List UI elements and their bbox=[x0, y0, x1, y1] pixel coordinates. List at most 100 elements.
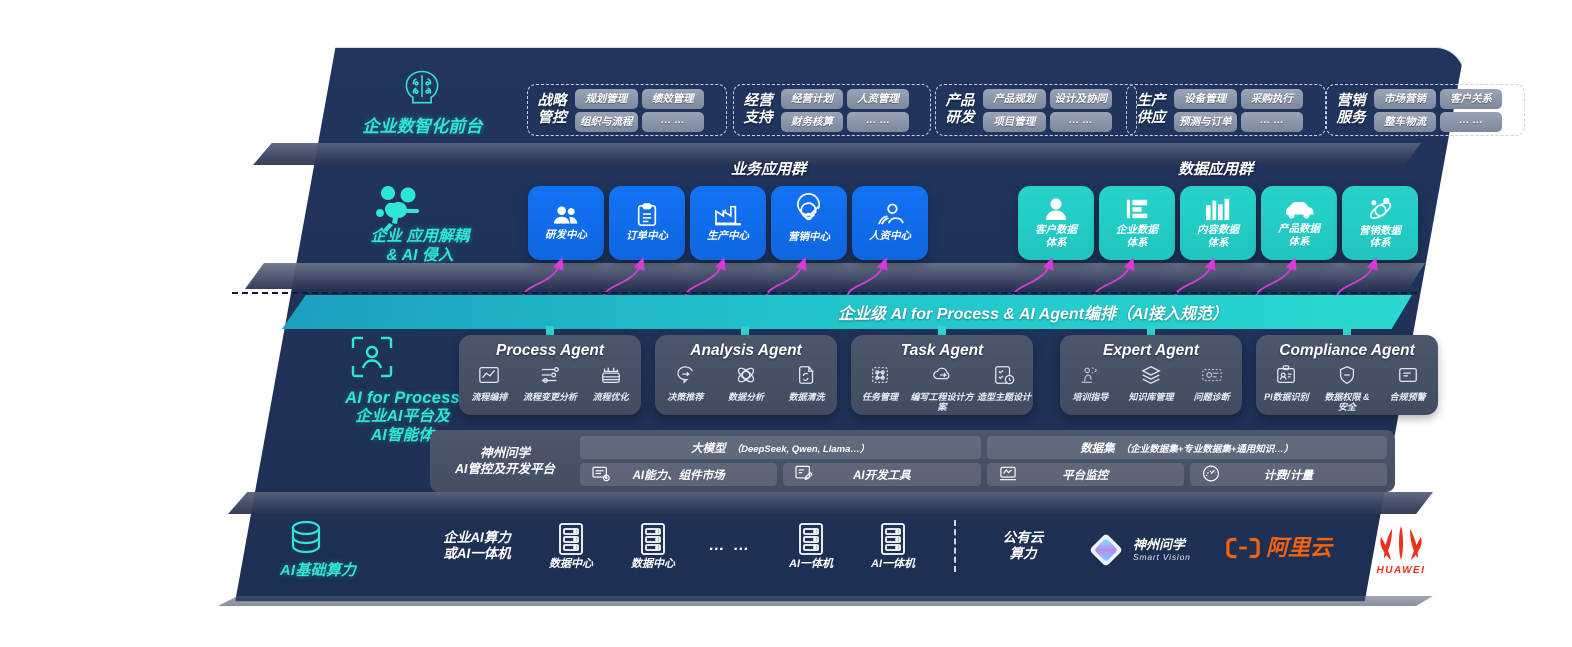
atom-small-icon bbox=[737, 367, 755, 383]
domain-chip[interactable]: 经营计划 bbox=[781, 88, 843, 109]
agent-item[interactable]: 流程优化 bbox=[582, 364, 640, 402]
agent-name: Expert Agent bbox=[1103, 342, 1199, 359]
tier1-icon bbox=[400, 66, 444, 110]
agent-item[interactable]: 数据分析 bbox=[717, 364, 775, 402]
domain-chip[interactable]: 人资管理 bbox=[847, 88, 909, 109]
domain-group-0[interactable]: 战略 管控 规划管理 绩效管理 组织与流程 … … bbox=[527, 84, 727, 136]
platform-cell-sub: （DeepSeek, Qwen, Llama…） bbox=[731, 443, 870, 455]
platform-cell-models[interactable]: 大模型 （DeepSeek, Qwen, Llama…） bbox=[580, 436, 981, 459]
agent-card-compliance[interactable]: Compliance Agent PI数据识别 数据权限 & 安全 bbox=[1256, 335, 1438, 415]
logo-huawei[interactable]: HUAWEI bbox=[1346, 524, 1456, 576]
platform-cell-billing[interactable]: 计费/计量 bbox=[1189, 463, 1387, 486]
domain-chip[interactable]: … … bbox=[1240, 111, 1303, 132]
app-card-hr[interactable]: 人资中心 bbox=[852, 186, 928, 260]
domain-chip[interactable]: 设计及协同 bbox=[1049, 88, 1112, 109]
agent-item[interactable]: 问题诊断 bbox=[1183, 364, 1241, 402]
agent-card-process[interactable]: Process Agent 流程编排 流程变更分析 bbox=[459, 335, 641, 415]
data-card-customer[interactable]: 客户数据 体系 bbox=[1018, 186, 1094, 260]
domain-chip[interactable]: … … bbox=[641, 111, 704, 132]
ai-banner-text: 企业级 AI for Process & AI Agent编排（AI接入规范） bbox=[838, 306, 1228, 323]
agent-item[interactable]: 合规预警 bbox=[1379, 364, 1437, 402]
domain-chip[interactable]: 项目管理 bbox=[983, 111, 1046, 132]
logo-aliyun[interactable]: 阿里云 bbox=[1226, 536, 1332, 560]
agent-item-label: 造型主题设计 bbox=[976, 392, 1031, 402]
agent-item[interactable]: 数据权限 & 安全 bbox=[1318, 364, 1376, 412]
domain-chip[interactable]: 绩效管理 bbox=[641, 88, 704, 109]
domain-chip[interactable]: 规划管理 bbox=[575, 88, 638, 109]
domain-chip[interactable]: … … bbox=[1440, 111, 1502, 132]
agent-item[interactable]: 流程变更分析 bbox=[521, 364, 579, 402]
infra-item-dc-1[interactable]: 数据中心 bbox=[526, 522, 616, 571]
domain-chip[interactable]: 整车物流 bbox=[1374, 111, 1436, 132]
domain-group-2[interactable]: 产品 研发 产品规划 设计及协同 项目管理 … … bbox=[935, 84, 1137, 136]
platform-cell-datasets[interactable]: 数据集 （企业数据集+专业数据集+通用知识…） bbox=[986, 436, 1387, 459]
agent-item[interactable]: 培训指导 bbox=[1061, 364, 1119, 402]
domain-chip[interactable]: 采购执行 bbox=[1240, 88, 1303, 109]
agent-item[interactable]: 决策推荐 bbox=[656, 364, 714, 402]
agent-item-label: 编写工程设计方案 bbox=[910, 392, 974, 413]
logo-shenzhou[interactable]: 神州问学 Smart Vision bbox=[1086, 530, 1191, 570]
domain-chip[interactable]: 客户关系 bbox=[1440, 88, 1502, 109]
app-card-label: 营销中心 bbox=[788, 230, 830, 243]
domain-chip[interactable]: 市场营销 bbox=[1374, 88, 1436, 109]
domain-chip[interactable]: … … bbox=[847, 111, 909, 132]
tier4-label: AI基础算力 bbox=[279, 562, 357, 579]
infra-item-ai-box-1[interactable]: AI一体机 bbox=[766, 522, 856, 571]
agent-item[interactable]: 流程编排 bbox=[460, 364, 518, 402]
target-icon bbox=[796, 192, 820, 221]
domain-chip[interactable]: 财务核算 bbox=[781, 111, 843, 132]
app-card-order[interactable]: 订单中心 bbox=[609, 186, 685, 260]
data-card-marketing[interactable]: 营销数据 体系 bbox=[1342, 186, 1418, 260]
agent-card-analysis[interactable]: Analysis Agent 决策推荐 数据分析 bbox=[655, 335, 837, 415]
agent-item-label: 问题诊断 bbox=[1193, 392, 1230, 402]
domain-chip[interactable]: 产品规划 bbox=[983, 88, 1046, 109]
agent-item[interactable]: 数据清洗 bbox=[778, 364, 836, 402]
agent-item-label: 合规预警 bbox=[1389, 392, 1426, 402]
huawei-logo-icon bbox=[1380, 526, 1422, 560]
platform-cell-market[interactable]: AI能力、组件市场 bbox=[580, 463, 778, 486]
app-card-marketing[interactable]: 营销中心 bbox=[771, 186, 847, 260]
tier2-label-line2: & AI 侵入 bbox=[386, 246, 454, 264]
data-card-product[interactable]: 产品数据 体系 bbox=[1261, 186, 1337, 260]
domain-chip[interactable]: 设备管理 bbox=[1174, 88, 1237, 109]
domain-chip[interactable]: … … bbox=[1049, 111, 1112, 132]
data-card-enterprise[interactable]: 企业数据 体系 bbox=[1099, 186, 1175, 260]
infra-item-ai-box-2[interactable]: AI一体机 bbox=[848, 522, 938, 571]
agent-item[interactable]: 任务管理 bbox=[851, 364, 909, 402]
app-card-research[interactable]: 研发中心 bbox=[528, 186, 604, 260]
domain-chips-3: 设备管理 采购执行 预测与订单 … … bbox=[1174, 88, 1303, 132]
shenzhou-logo-icon bbox=[1090, 534, 1122, 566]
domain-name-2: 产品 研发 bbox=[945, 93, 975, 126]
agent-card-task[interactable]: Task Agent 任务管理 编写工程设计方案 bbox=[851, 335, 1033, 415]
platform-cell-devtool[interactable]: AI开发工具 bbox=[783, 463, 981, 486]
domain-chips-4: 市场营销 客户关系 整车物流 … … bbox=[1374, 88, 1502, 132]
agent-item-label: 知识库管理 bbox=[1128, 392, 1174, 402]
agent-card-expert[interactable]: Expert Agent 培训指导 知识库管理 bbox=[1060, 335, 1242, 415]
domain-group-3[interactable]: 生产 供应 设备管理 采购执行 预测与订单 … … bbox=[1126, 84, 1326, 136]
platform-name-line2: AI管控及开发平台 bbox=[454, 462, 555, 476]
domain-group-4[interactable]: 营销 服务 市场营销 客户关系 整车物流 … … bbox=[1326, 84, 1525, 136]
app-card-production[interactable]: 生产中心 bbox=[690, 186, 766, 260]
infra-item-dc-2[interactable]: 数据中心 bbox=[608, 522, 698, 571]
building-icon bbox=[1126, 200, 1148, 219]
tier3-label-line1: AI for Process bbox=[345, 389, 460, 407]
ai-platform-bar[interactable]: 神州问学 AI管控及开发平台 大模型 （DeepSeek, Qwen, Llam… bbox=[430, 430, 1395, 492]
infra-divider bbox=[954, 520, 956, 572]
domain-name-3: 生产 供应 bbox=[1136, 93, 1166, 126]
domain-chip[interactable]: 组织与流程 bbox=[575, 111, 638, 132]
domain-group-1[interactable]: 经营 支持 经营计划 人资管理 财务核算 … … bbox=[733, 84, 931, 136]
agent-item[interactable]: 编写工程设计方案 bbox=[909, 364, 975, 412]
agent-item-label: 任务管理 bbox=[861, 392, 898, 402]
infra-item-label: AI一体机 bbox=[871, 558, 915, 570]
platform-cell-title: 计费/计量 bbox=[1263, 469, 1313, 482]
data-card-content[interactable]: 内容数据 体系 bbox=[1180, 186, 1256, 260]
platform-cell-monitor[interactable]: 平台监控 bbox=[986, 463, 1184, 486]
diagnose-icon bbox=[1201, 368, 1222, 382]
domain-chip[interactable]: 预测与订单 bbox=[1174, 111, 1237, 132]
agent-item[interactable]: 造型主题设计 bbox=[975, 364, 1033, 402]
agent-item[interactable]: PI数据识别 bbox=[1257, 364, 1315, 402]
agent-item[interactable]: 知识库管理 bbox=[1122, 364, 1180, 402]
shelf-tier4 bbox=[218, 596, 1433, 606]
